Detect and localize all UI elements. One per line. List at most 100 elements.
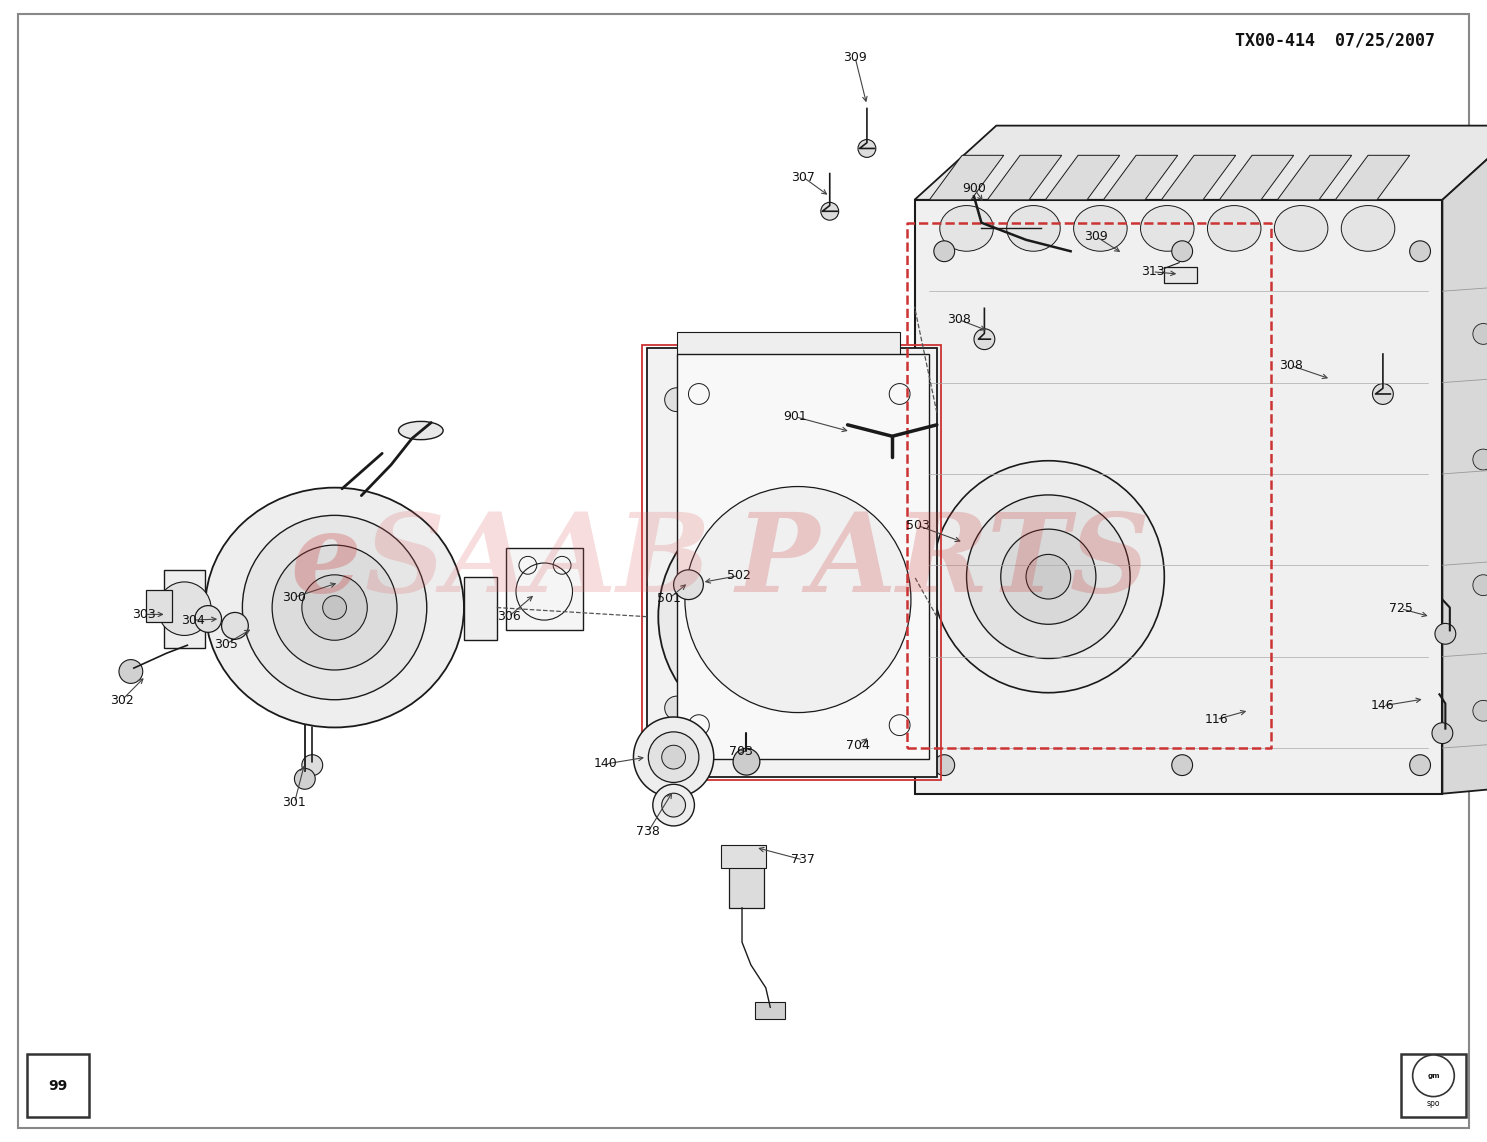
Ellipse shape [662, 794, 686, 817]
Ellipse shape [1432, 723, 1453, 743]
Ellipse shape [1410, 755, 1430, 775]
Text: 704: 704 [846, 739, 870, 753]
Bar [164, 570, 205, 648]
Text: 502: 502 [727, 569, 751, 582]
Text: 901: 901 [784, 410, 807, 424]
Ellipse shape [1472, 700, 1487, 722]
Bar [755, 1002, 785, 1019]
Polygon shape [1045, 155, 1120, 200]
Ellipse shape [724, 561, 837, 673]
Bar [146, 590, 172, 622]
Ellipse shape [1001, 529, 1096, 625]
Ellipse shape [888, 388, 912, 411]
Bar [1401, 1054, 1466, 1117]
Ellipse shape [686, 486, 912, 713]
Ellipse shape [272, 545, 397, 670]
Text: 313: 313 [1141, 265, 1164, 279]
Text: 738: 738 [636, 825, 660, 838]
Ellipse shape [1074, 206, 1127, 251]
Ellipse shape [653, 785, 694, 826]
Ellipse shape [1274, 206, 1328, 251]
Ellipse shape [302, 574, 367, 641]
Bar [27, 1054, 89, 1117]
Polygon shape [1335, 155, 1410, 200]
Ellipse shape [1172, 755, 1193, 775]
Polygon shape [1219, 155, 1294, 200]
Text: 308: 308 [947, 313, 971, 327]
Ellipse shape [932, 460, 1164, 693]
Ellipse shape [1413, 1055, 1454, 1096]
Text: e: e [290, 508, 361, 616]
Text: 303: 303 [132, 608, 156, 621]
Ellipse shape [205, 488, 464, 727]
Ellipse shape [158, 582, 211, 635]
Text: 301: 301 [283, 796, 306, 810]
Text: 302: 302 [110, 693, 134, 707]
Text: 308: 308 [1279, 359, 1303, 372]
Ellipse shape [1472, 449, 1487, 471]
Ellipse shape [1472, 323, 1487, 345]
Ellipse shape [242, 515, 427, 700]
Ellipse shape [323, 596, 346, 619]
Polygon shape [929, 155, 1004, 200]
Ellipse shape [659, 494, 903, 739]
Text: 307: 307 [791, 170, 815, 184]
Ellipse shape [858, 139, 876, 158]
Text: 300: 300 [283, 590, 306, 604]
Text: 305: 305 [214, 637, 238, 651]
Polygon shape [1442, 126, 1487, 794]
Ellipse shape [222, 612, 248, 640]
Bar [647, 348, 937, 777]
Text: 703: 703 [729, 745, 752, 758]
Text: SAAB: SAAB [364, 508, 711, 616]
Text: 737: 737 [791, 853, 815, 867]
Text: 140: 140 [593, 757, 617, 771]
Ellipse shape [195, 605, 222, 633]
Text: TX00-414  07/25/2007: TX00-414 07/25/2007 [1236, 32, 1435, 50]
Ellipse shape [1341, 206, 1395, 251]
Text: 304: 304 [181, 613, 205, 627]
Polygon shape [1161, 155, 1236, 200]
Ellipse shape [1472, 574, 1487, 596]
Text: gm: gm [1428, 1072, 1439, 1079]
Ellipse shape [662, 746, 686, 769]
Text: 309: 309 [1084, 230, 1108, 243]
Ellipse shape [974, 329, 995, 349]
Ellipse shape [633, 717, 714, 797]
Text: 146: 146 [1371, 699, 1395, 713]
Ellipse shape [119, 660, 143, 683]
Text: 501: 501 [657, 592, 681, 605]
Ellipse shape [1141, 206, 1194, 251]
Bar [1164, 267, 1197, 283]
Polygon shape [1103, 155, 1178, 200]
Bar [915, 200, 1442, 794]
Ellipse shape [648, 732, 699, 782]
Ellipse shape [934, 241, 955, 262]
Bar [729, 864, 764, 908]
Bar [677, 332, 900, 357]
Text: 309: 309 [843, 50, 867, 64]
Polygon shape [915, 126, 1487, 200]
Ellipse shape [940, 206, 993, 251]
Polygon shape [987, 155, 1062, 200]
Ellipse shape [294, 769, 315, 789]
Text: 306: 306 [497, 610, 520, 624]
Ellipse shape [302, 755, 323, 775]
Text: 99: 99 [49, 1079, 67, 1093]
Ellipse shape [934, 755, 955, 775]
Text: PARTS: PARTS [736, 508, 1151, 616]
Polygon shape [1277, 155, 1352, 200]
Ellipse shape [399, 421, 443, 440]
Ellipse shape [754, 590, 807, 643]
Bar [721, 845, 766, 868]
Ellipse shape [888, 697, 912, 719]
Ellipse shape [1207, 206, 1261, 251]
Text: 116: 116 [1204, 713, 1228, 726]
Ellipse shape [1026, 554, 1071, 600]
Text: spo: spo [1426, 1099, 1441, 1108]
Ellipse shape [691, 528, 870, 706]
Ellipse shape [665, 388, 688, 411]
Text: 503: 503 [906, 518, 929, 532]
Ellipse shape [1007, 206, 1060, 251]
Bar [642, 345, 941, 780]
